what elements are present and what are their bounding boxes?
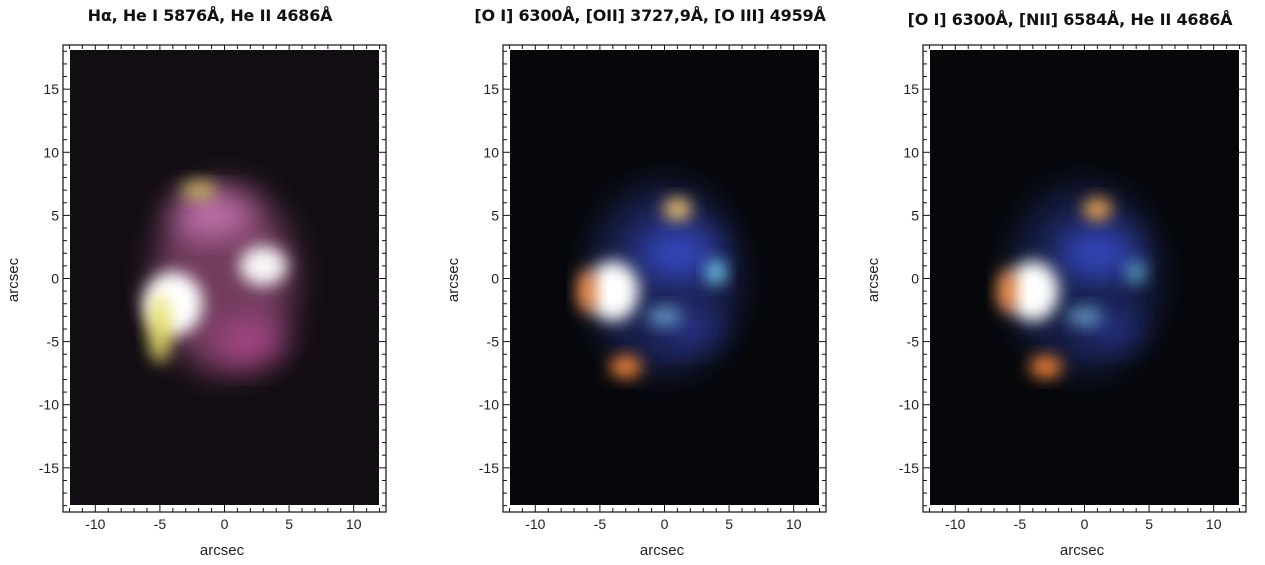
image-plot: -10 -5 0 5 10 15 10 5 0 -5 -10 -15 arcsec arcsec: [5, 44, 387, 559]
x-tick-label: -5: [1014, 516, 1027, 532]
nebula-upper-lobe: [171, 195, 252, 236]
y-tick-label: 15: [43, 81, 59, 97]
y-tick-label: 10: [43, 144, 59, 160]
y-tick-label: 10: [903, 144, 919, 160]
nebula-upper-knot: [663, 198, 692, 221]
y-tick-label: 0: [51, 271, 59, 287]
y-tick-label: -5: [487, 334, 500, 350]
x-tick-label: 5: [725, 516, 733, 532]
nebula-cyan-knot: [1126, 260, 1147, 285]
y-axis-label: arcsec: [865, 257, 882, 302]
nebula-yellow-rim: [147, 294, 172, 363]
x-tick-label: 0: [221, 516, 229, 532]
image-plot: -10 -5 0 5 10 15 10 5 0 -5 -10 -15 arcsec arcsec: [865, 44, 1247, 559]
y-axis-label: arcsec: [445, 257, 462, 302]
nebula-inner-arc: [646, 306, 683, 327]
nebula-bright-core: [586, 261, 639, 322]
panel-title: Hα, He I 5876Å, He II 4686Å: [87, 6, 333, 25]
x-axis-label: arcsec: [200, 542, 245, 559]
nebula-orange-rim: [996, 269, 1017, 314]
panel-2: [O I] 6300Å, [OII] 3727,9Å, [O III] 4959…: [440, 0, 860, 565]
x-tick-label: 5: [1145, 516, 1153, 532]
nebula-orange-rim: [576, 269, 597, 314]
y-tick-label: 0: [911, 271, 919, 287]
x-axis-label: arcsec: [1060, 542, 1105, 559]
y-tick-label: -10: [899, 397, 919, 413]
nebula-image: [510, 50, 819, 505]
nebula-cyan-knot: [706, 260, 727, 285]
plot-frame: -10 -5 0 5 10 15 10 5 0 -5 -10 -15: [479, 44, 827, 532]
nebula-blue-arc: [1057, 225, 1138, 282]
y-tick-label: 15: [903, 81, 919, 97]
x-tick-label: 0: [661, 516, 669, 532]
x-tick-label: 0: [1081, 516, 1089, 532]
x-tick-label: 10: [1206, 516, 1222, 532]
x-tick-label: -10: [525, 516, 545, 532]
y-tick-label: -10: [479, 397, 499, 413]
y-tick-label: -10: [39, 397, 59, 413]
y-tick-label: -15: [899, 460, 919, 476]
nebula-bright-core: [1006, 261, 1059, 322]
x-tick-label: 10: [786, 516, 802, 532]
x-tick-label: 10: [346, 516, 362, 532]
y-tick-label: -15: [479, 460, 499, 476]
x-tick-label: -5: [154, 516, 167, 532]
y-tick-label: 0: [491, 271, 499, 287]
y-tick-label: -5: [47, 334, 60, 350]
x-tick-label: -10: [945, 516, 965, 532]
nebula-image: [930, 50, 1239, 505]
nebula-upper-rim: [180, 180, 217, 201]
nebula-right-knot: [239, 245, 288, 286]
y-tick-label: 10: [483, 144, 499, 160]
nebula-blue-arc: [637, 225, 718, 282]
panel-title: [O I] 6300Å, [OII] 3727,9Å, [O III] 4959…: [474, 6, 826, 25]
nebula-upper-knot: [1083, 198, 1112, 221]
y-tick-label: 5: [491, 207, 499, 223]
plot-frame: -10 -5 0 5 10 15 10 5 0 -5 -10 -15: [899, 44, 1247, 532]
nebula-image: [70, 50, 379, 505]
x-tick-label: -10: [85, 516, 105, 532]
y-tick-label: 5: [911, 207, 919, 223]
nebula-lower-knot: [609, 355, 642, 378]
image-plot: -10 -5 0 5 10 15 10 5 0 -5 -10 -15 arcsec arcsec: [445, 44, 827, 559]
panel-1: Hα, He I 5876Å, He II 4686Å -10 -5 0 5 10 15 1…: [0, 0, 420, 565]
y-tick-label: 15: [483, 81, 499, 97]
y-tick-label: -15: [39, 460, 59, 476]
y-tick-label: -5: [907, 334, 920, 350]
nebula-lower-knot: [1029, 355, 1062, 378]
nebula-inner-arc: [1066, 306, 1103, 327]
y-tick-label: 5: [51, 207, 59, 223]
nebula-lower-lobe: [215, 319, 286, 364]
x-tick-label: 5: [285, 516, 293, 532]
plot-frame: -10 -5 0 5 10 15 10 5 0 -5 -10 -15: [39, 44, 387, 532]
panel-title: [O I] 6300Å, [NII] 6584Å, He II 4686Å: [907, 10, 1233, 29]
y-axis-label: arcsec: [5, 257, 22, 302]
panel-3: [O I] 6300Å, [NII] 6584Å, He II 4686Å -1…: [860, 0, 1265, 565]
x-axis-label: arcsec: [640, 542, 685, 559]
x-tick-label: -5: [594, 516, 607, 532]
